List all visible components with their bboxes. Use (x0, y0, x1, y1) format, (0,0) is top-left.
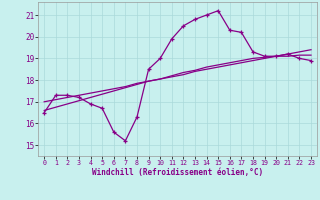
X-axis label: Windchill (Refroidissement éolien,°C): Windchill (Refroidissement éolien,°C) (92, 168, 263, 177)
